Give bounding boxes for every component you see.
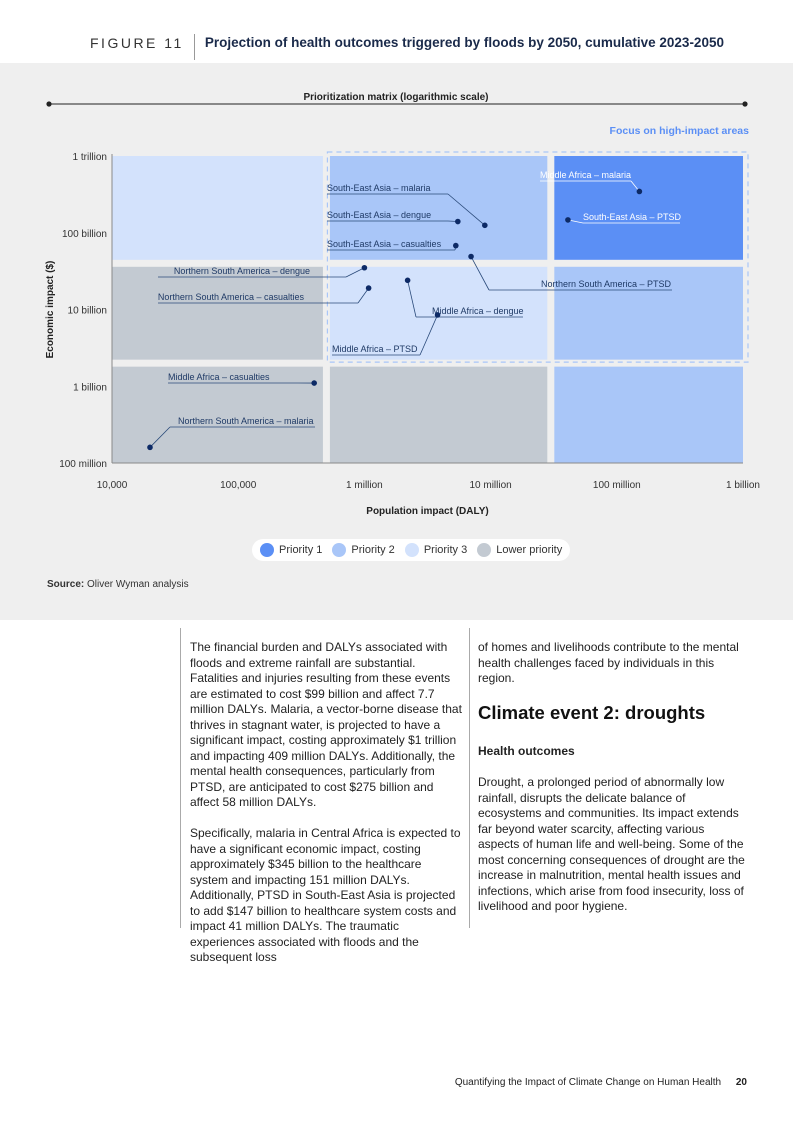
quadrant-r1-c2 [329,156,548,260]
point-label: South-East Asia – dengue [327,210,431,220]
point-label: South-East Asia – casualties [327,239,442,249]
y-tick-label: 100 million [59,459,107,470]
point-label: Middle Africa – malaria [540,170,631,180]
legend-item-priority-3: Priority 3 [404,543,468,557]
leader-connector [419,314,438,356]
leader-connector [357,287,369,304]
figure-label: FIGURE 11 [90,34,195,60]
focus-area-box [326,151,749,363]
legend-item-priority-2: Priority 2 [332,543,395,557]
focus-label: Focus on high-impact areas [610,125,750,137]
leader-connector [470,256,490,291]
x-tick-label: 10,000 [97,480,128,491]
footer-text: Quantifying the Impact of Climate Change… [454,1077,722,1088]
x-tick-label: 100,000 [220,480,257,491]
section-title: Climate event 2: droughts [478,702,706,723]
data-point [365,285,372,291]
legend-item-lower-priority: Lower priority [477,543,562,557]
body-paragraph: Drought, a prolonged period of abnormall… [478,775,745,913]
legend-label: Lower priority [496,544,563,556]
x-tick-label: 100 million [593,480,641,491]
quadrant-r1-c3 [554,156,743,260]
quadrant-r2-c1 [112,266,323,360]
data-point [565,217,571,223]
legend-swatch-priority-1 [260,543,274,557]
point-label: Middle Africa – dengue [432,306,524,316]
legend-swatch-priority-3 [404,543,419,557]
title-rule-endpoint [46,101,52,107]
y-tick-label: 10 billion [68,306,107,317]
legend-swatch-lower-priority [477,543,492,557]
y-tick-label: 1 billion [73,382,107,393]
data-point [482,222,488,229]
data-point [404,277,411,284]
legend-label: Priority 1 [279,544,323,556]
body-paragraph: The financial burden and DALYs associate… [190,640,462,809]
x-tick-label: 1 billion [726,480,760,491]
chart-title: Prioritization matrix (logarithmic scale… [303,92,488,103]
y-axis-title: Economic impact ($) [45,261,56,359]
page-footer: Quantifying the Impact of Climate Change… [455,1077,747,1088]
legend-swatch-priority-2 [332,543,347,557]
point-label: Northern South America – PTSD [541,279,672,289]
point-label: Northern South America – dengue [174,266,310,276]
y-tick-label: 1 trillion [73,152,107,163]
point-label: Northern South America – casualties [158,292,305,302]
legend-item-priority-1: Priority 1 [260,543,322,557]
data-point [147,444,153,451]
figure-title: Projection of health outcomes triggered … [204,35,724,50]
data-point [455,218,461,225]
source-text: Oliver Wyman analysis [87,579,189,590]
leader-connector [407,280,417,318]
quadrant-r2-c3 [554,266,743,360]
point-label: South-East Asia – malaria [327,183,431,193]
x-axis-title: Population impact (DALY) [366,506,488,517]
data-point [361,264,368,271]
body-paragraph: of homes and livelihoods contribute to t… [478,640,739,685]
leader-connector [149,426,171,448]
body-column-left: The financial burden and DALYs associate… [190,640,462,981]
body-paragraph: Specifically, malaria in Central Africa … [190,826,461,964]
leader-connector [345,267,365,278]
quadrant-r3-c2 [329,366,548,463]
page-number: 20 [735,1077,747,1088]
title-rule-endpoint [742,101,748,107]
legend-label: Priority 3 [423,544,468,556]
x-tick-label: 1 million [346,480,383,491]
data-point [434,312,441,318]
point-label: South-East Asia – PTSD [583,212,682,222]
point-label: Northern South America – malaria [178,416,314,426]
data-point [468,253,474,260]
y-tick-label: 100 billion [62,229,107,240]
column-divider-left [180,628,181,928]
point-label: Middle Africa – casualties [168,372,270,382]
data-point [311,380,317,386]
data-point [453,242,459,249]
leader-connector [447,193,486,226]
chart-legend: Priority 1 Priority 2 Priority 3 Lower p… [252,539,571,561]
source-label: Source: [47,579,85,590]
body-column-right: of homes and livelihoods contribute to t… [478,640,748,930]
legend-label: Priority 2 [351,544,395,556]
subsection-title: Health outcomes [478,744,575,758]
source-note: Source: Oliver Wyman analysis [47,579,189,590]
data-point [636,188,643,195]
prioritization-chart: Focus on high-impact areas Prioritization… [45,92,760,517]
x-tick-label: 10 million [469,480,511,491]
figure-header: FIGURE 11 Projection of health outcomes … [90,34,724,64]
quadrant-r3-c3 [554,366,743,463]
quadrant-r1-c1 [112,156,323,260]
point-label: Middle Africa – PTSD [332,344,418,354]
column-divider-middle [469,628,470,928]
